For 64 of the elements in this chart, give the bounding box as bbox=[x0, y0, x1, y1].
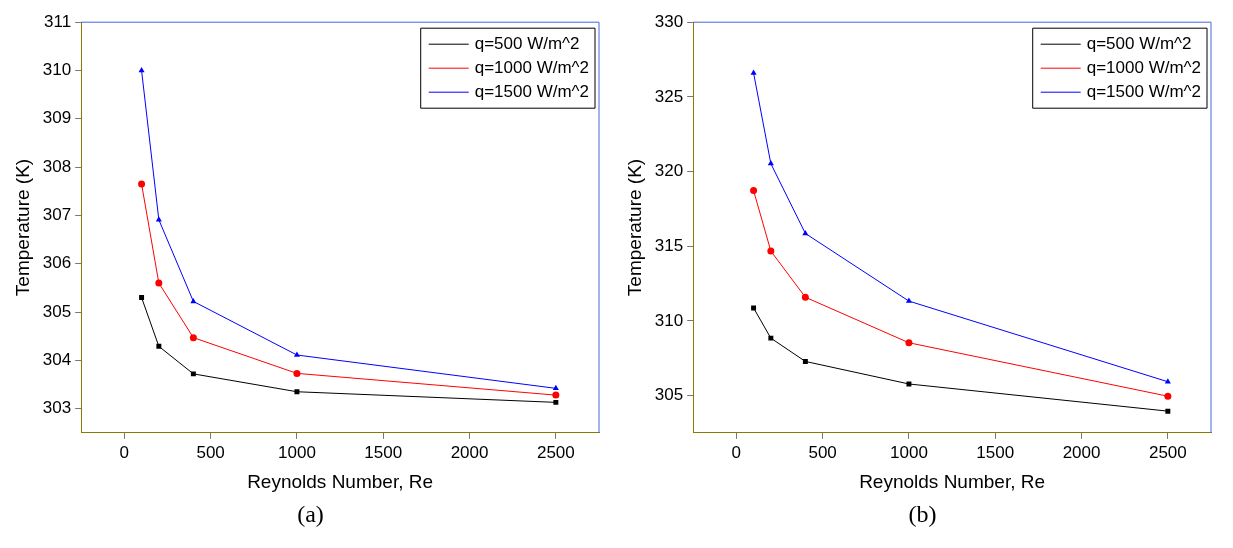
x-tick-label: 500 bbox=[196, 442, 225, 462]
x-tick-label: 0 bbox=[731, 442, 742, 462]
x-axis-title: Reynolds Number, Re bbox=[247, 470, 434, 492]
y-tick-label: 303 bbox=[42, 398, 72, 418]
y-tick-label: 306 bbox=[42, 253, 72, 273]
point bbox=[552, 384, 559, 391]
y-axis-title: Temperature (K) bbox=[11, 158, 33, 297]
point bbox=[293, 351, 300, 357]
y-tick-label: 304 bbox=[42, 350, 72, 370]
point bbox=[750, 187, 758, 195]
x-axis-title: Reynolds Number, Re bbox=[859, 470, 1046, 492]
y-tick-label: 310 bbox=[654, 310, 684, 330]
y-tick-label: 310 bbox=[42, 60, 72, 80]
point bbox=[156, 343, 162, 349]
legend-label: q=500 W/m^2 bbox=[474, 33, 580, 53]
y-tick-label: 305 bbox=[654, 385, 684, 405]
x-tick-label: 1500 bbox=[364, 442, 403, 462]
y-tick-label: 309 bbox=[42, 108, 72, 128]
y-tick-label: 305 bbox=[42, 301, 72, 321]
y-tick-label: 330 bbox=[654, 11, 684, 31]
point bbox=[190, 297, 197, 304]
point bbox=[1164, 392, 1172, 400]
point bbox=[190, 371, 196, 377]
point bbox=[139, 295, 145, 301]
text: (b) bbox=[907, 500, 938, 529]
x-tick-label: 500 bbox=[808, 442, 837, 462]
x-tick-label: 0 bbox=[119, 442, 130, 462]
point bbox=[553, 399, 559, 405]
legend-label: q=500 W/m^2 bbox=[1086, 33, 1192, 53]
x-tick-label: 1000 bbox=[890, 442, 928, 462]
point bbox=[138, 180, 146, 188]
point bbox=[802, 229, 809, 236]
text: (a) bbox=[296, 500, 325, 529]
point bbox=[552, 391, 560, 399]
point bbox=[801, 293, 809, 301]
point bbox=[189, 334, 197, 342]
y-tick-label: 315 bbox=[654, 235, 684, 255]
point bbox=[802, 358, 808, 364]
legend-label: q=1000 W/m^2 bbox=[474, 57, 590, 77]
point bbox=[155, 216, 162, 222]
point bbox=[293, 369, 301, 377]
y-tick-label: 320 bbox=[654, 161, 684, 181]
y-tick-label: 311 bbox=[44, 11, 72, 31]
legend-label: q=1000 W/m^2 bbox=[1086, 57, 1202, 77]
legend-label: q=1500 W/m^2 bbox=[474, 81, 590, 101]
y-tick-label: 325 bbox=[654, 86, 684, 106]
point bbox=[294, 389, 300, 395]
y-axis-title: Temperature (K) bbox=[623, 158, 645, 297]
x-tick-label: 2500 bbox=[1148, 442, 1187, 462]
legend-label: q=1500 W/m^2 bbox=[1086, 81, 1202, 101]
x-tick-label: 2000 bbox=[450, 442, 489, 462]
y-tick-label: 308 bbox=[42, 156, 72, 176]
point bbox=[155, 279, 163, 287]
x-tick-label: 1500 bbox=[976, 442, 1015, 462]
y-tick-label: 307 bbox=[42, 205, 72, 225]
point bbox=[768, 335, 774, 341]
x-tick-label: 2500 bbox=[536, 442, 575, 462]
x-tick-label: 2000 bbox=[1062, 442, 1101, 462]
point bbox=[905, 339, 913, 347]
point bbox=[1165, 408, 1171, 414]
x-tick-label: 1000 bbox=[278, 442, 316, 462]
point bbox=[905, 297, 912, 303]
point bbox=[767, 247, 775, 255]
point bbox=[750, 69, 757, 75]
